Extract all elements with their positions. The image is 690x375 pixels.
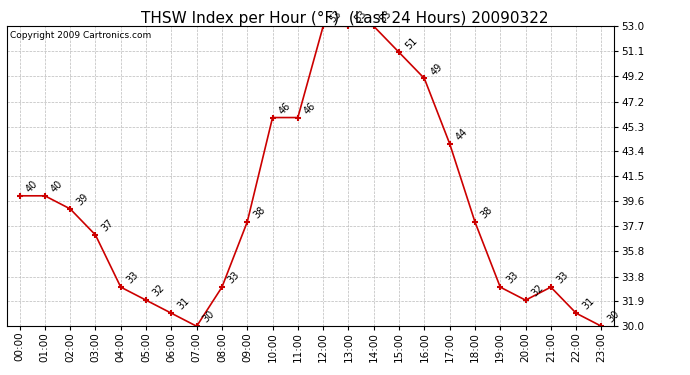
- Text: 40: 40: [49, 179, 65, 194]
- Text: 30: 30: [201, 309, 217, 325]
- Text: 53: 53: [378, 9, 394, 25]
- Text: 51: 51: [403, 35, 419, 51]
- Text: 31: 31: [175, 296, 191, 312]
- Text: 53: 53: [327, 9, 343, 25]
- Text: 33: 33: [226, 270, 242, 286]
- Text: 40: 40: [23, 179, 39, 194]
- Text: 46: 46: [277, 100, 293, 116]
- Text: 33: 33: [555, 270, 571, 286]
- Text: 49: 49: [428, 61, 444, 77]
- Text: 38: 38: [479, 205, 495, 220]
- Text: 30: 30: [606, 309, 622, 325]
- Text: 32: 32: [150, 283, 166, 299]
- Text: 53: 53: [353, 9, 368, 25]
- Text: 46: 46: [302, 100, 318, 116]
- Text: 33: 33: [125, 270, 141, 286]
- Text: 38: 38: [251, 205, 267, 220]
- Text: 32: 32: [530, 283, 546, 299]
- Text: 37: 37: [99, 218, 115, 234]
- Text: 31: 31: [580, 296, 596, 312]
- Text: 33: 33: [504, 270, 520, 286]
- Text: 44: 44: [454, 126, 470, 142]
- Text: Copyright 2009 Cartronics.com: Copyright 2009 Cartronics.com: [10, 31, 151, 40]
- Text: 39: 39: [75, 192, 90, 207]
- Text: THSW Index per Hour (°F)  (Last 24 Hours) 20090322: THSW Index per Hour (°F) (Last 24 Hours)…: [141, 11, 549, 26]
